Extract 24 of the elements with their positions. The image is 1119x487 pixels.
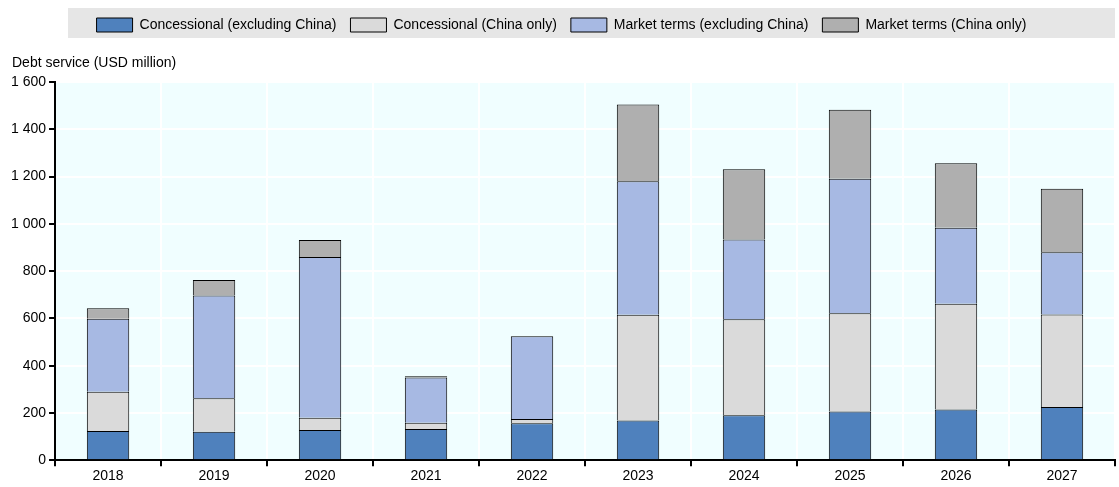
x-tick-label: 2024 <box>728 467 760 484</box>
y-tick-label: 1 000 <box>10 214 47 231</box>
legend-label: Concessional (China only) <box>393 15 557 32</box>
y-tick-label: 800 <box>22 261 47 278</box>
legend-label: Concessional (excluding China) <box>139 15 337 32</box>
legend-label: Market terms (China only) <box>865 15 1027 32</box>
x-tick-label: 2021 <box>410 467 442 484</box>
x-tick-label: 2026 <box>940 467 972 484</box>
y-tick-label: 600 <box>22 309 47 326</box>
y-axis-title: Debt service (USD million) <box>12 53 177 70</box>
y-tick-label: 200 <box>22 403 47 420</box>
y-tick-label: 400 <box>22 356 47 373</box>
x-tick-label: 2018 <box>92 467 124 484</box>
x-tick-label: 2027 <box>1046 467 1078 484</box>
x-tick-label: 2023 <box>622 467 654 484</box>
x-tick-label: 2022 <box>516 467 548 484</box>
x-tick-label: 2025 <box>834 467 866 484</box>
y-tick-label: 0 <box>38 451 47 468</box>
y-tick-label: 1 400 <box>10 120 47 137</box>
legend-label: Market terms (excluding China) <box>613 15 809 32</box>
x-tick-label: 2019 <box>198 467 230 484</box>
y-tick-label: 1 600 <box>10 72 47 89</box>
y-tick-label: 1 200 <box>10 167 47 184</box>
x-tick-label: 2020 <box>304 467 336 484</box>
